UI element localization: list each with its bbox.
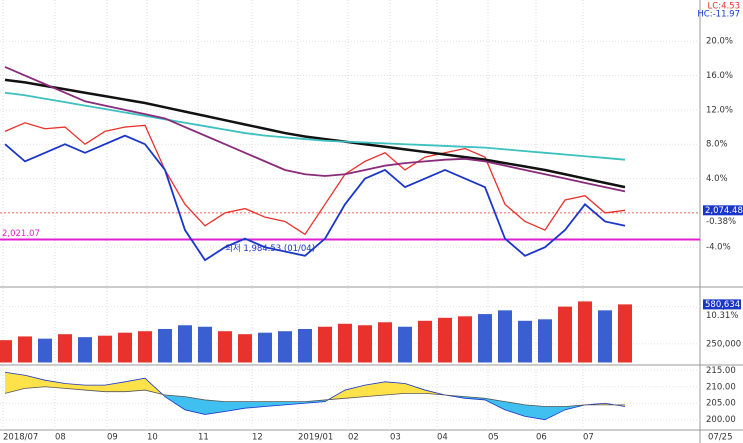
x-tick-label: 06 [536, 433, 547, 443]
volume-bar [178, 325, 192, 363]
x-tick-label: 07/25 [708, 433, 733, 443]
volume-bar [198, 326, 212, 363]
y-tick-label: 215.00 [706, 366, 736, 376]
volume-bar [138, 331, 152, 363]
volume-bar [258, 332, 272, 363]
volume-bar [618, 304, 632, 363]
change-label: -0.38% [706, 217, 736, 227]
volume-bar [118, 332, 132, 363]
x-tick-label: 10 [147, 433, 158, 443]
volume-bar [318, 326, 332, 363]
oscillator-fill [245, 401, 265, 409]
oscillator-fill [465, 396, 485, 400]
value-box [703, 205, 743, 216]
x-tick-label: 11 [198, 433, 209, 443]
volume-bar [18, 336, 32, 363]
volume-bar [558, 306, 572, 363]
volume-bar [78, 337, 92, 363]
y-tick-label: 200.00 [706, 415, 736, 425]
line-series [4, 78, 626, 189]
x-tick-label: 03 [390, 433, 401, 443]
oscillator-fill [85, 385, 105, 392]
x-tick-label: 2018/07 [3, 433, 38, 443]
volume-bar [458, 316, 472, 363]
oscillator-fill [65, 383, 85, 391]
lc-label: LC:4.53 [708, 2, 740, 12]
oscillator-fill [205, 399, 225, 415]
volume-bar [298, 328, 312, 363]
volume-bar [338, 323, 352, 363]
value-box-label: 2,074.48 [705, 206, 743, 216]
y-tick-label: 16.0% [706, 71, 733, 81]
x-tick-label: 09 [107, 433, 118, 443]
value-box [703, 299, 741, 310]
oscillator-fill [405, 383, 425, 394]
volume-bar [578, 301, 592, 363]
volume-bar [238, 334, 252, 363]
volume-bar [218, 331, 232, 363]
oscillator-fill [45, 380, 65, 389]
support-label: 2,021.07 [2, 229, 40, 239]
oscillator-fill [5, 372, 25, 394]
volume-bar [518, 320, 532, 363]
oscillator-fill [105, 381, 125, 392]
volume-bar [538, 319, 552, 363]
volume-bar [498, 310, 512, 363]
y-tick-label: 210.00 [706, 382, 736, 392]
volume-bar [598, 310, 612, 363]
x-tick-label: 08 [55, 433, 66, 443]
volume-bar [0, 340, 12, 363]
line-series [4, 91, 626, 161]
volume-bar [398, 326, 412, 363]
volume-bar [418, 320, 432, 363]
low-annotation: 최저 1,984.53 (01/04) [225, 243, 315, 254]
volume-bar [478, 314, 492, 363]
line-series [4, 134, 626, 262]
oscillator-fill [545, 406, 565, 420]
y-tick-label: 4.0% [706, 174, 728, 184]
hc-label: HC:-11.97 [697, 10, 740, 20]
oscillator-fill [125, 378, 145, 392]
oscillator-fill [25, 375, 45, 389]
value-box-label: 580,634 [705, 300, 740, 310]
volume-bar [98, 335, 112, 363]
line-series [4, 386, 625, 407]
x-tick-label: 2019/01 [298, 433, 333, 443]
oscillator-fill [265, 401, 285, 407]
volume-bar [358, 325, 372, 363]
volume-bar [438, 317, 452, 363]
line-series [4, 66, 626, 193]
line-series [4, 371, 626, 421]
y-tick-label: 12.0% [706, 105, 733, 115]
change-label: 10.31% [706, 311, 738, 321]
x-tick-label: 12 [252, 433, 263, 443]
volume-bar [278, 331, 292, 363]
y-tick-label: 250,000 [706, 339, 741, 349]
y-tick-label: 8.0% [706, 140, 728, 150]
oscillator-fill [525, 404, 545, 420]
x-tick-label: 07 [583, 433, 594, 443]
oscillator-fill [285, 401, 305, 405]
x-tick-label: 02 [348, 433, 359, 443]
oscillator-fill [305, 399, 325, 404]
volume-bar [58, 334, 72, 363]
oscillator-fill [365, 381, 385, 397]
volume-bar [38, 338, 52, 363]
oscillator-fill [345, 385, 365, 399]
x-tick-label: 05 [488, 433, 499, 443]
y-tick-label: 20.0% [706, 37, 733, 47]
y-tick-label: 205.00 [706, 399, 736, 409]
oscillator-fill [505, 401, 525, 417]
x-tick-label: 04 [437, 433, 448, 443]
y-tick-label: -4.0% [706, 243, 731, 253]
oscillator-fill [385, 381, 405, 395]
volume-bar [158, 328, 172, 363]
line-series [4, 122, 626, 236]
volume-bar [378, 322, 392, 363]
oscillator-fill [185, 396, 205, 415]
